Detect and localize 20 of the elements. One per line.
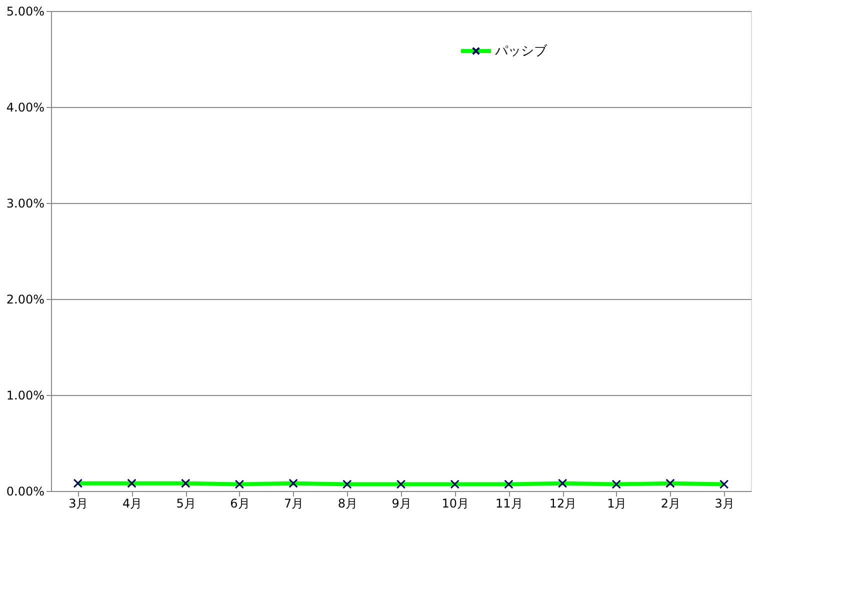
x-tick-label: 12月 [549, 496, 577, 510]
legend-label: パッシブ [494, 44, 548, 59]
y-tick-label: 2.00% [6, 292, 44, 306]
y-tick-label: 4.00% [6, 100, 44, 114]
x-tick-label: 5月 [176, 496, 196, 510]
y-tick-label: 0.00% [6, 484, 44, 498]
x-tick-label: 2月 [660, 496, 681, 510]
x-tick-label: 9月 [392, 496, 412, 510]
x-tick-label: 11月 [496, 496, 523, 510]
x-tick-label: 7月 [284, 496, 304, 510]
x-tick-label: 8月 [338, 496, 358, 510]
x-tick-label: 6月 [230, 496, 250, 510]
x-tick-label: 4月 [122, 496, 142, 510]
x-tick-label: 3月 [714, 496, 734, 510]
x-tick-label: 1月 [607, 496, 627, 510]
y-tick-label: 5.00% [6, 4, 44, 18]
x-tick-label: 10月 [442, 496, 469, 510]
x-tick-label: 3月 [68, 496, 88, 510]
y-tick-label: 1.00% [6, 388, 44, 402]
y-tick-label: 3.00% [6, 196, 44, 210]
